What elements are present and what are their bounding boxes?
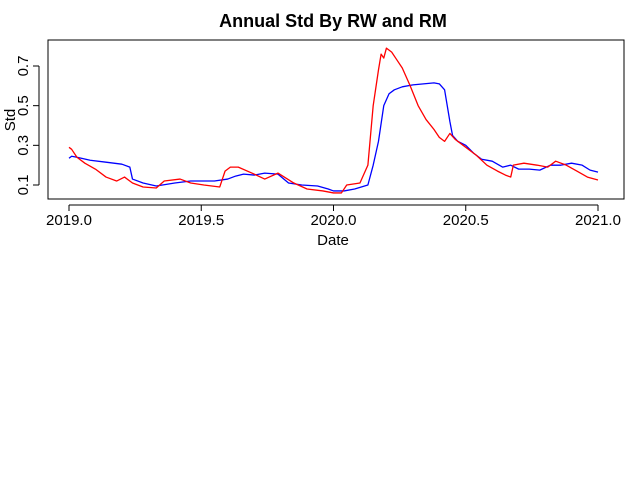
plot-area bbox=[47, 39, 625, 200]
x-tick-label: 2019.5 bbox=[178, 212, 224, 229]
chart-title: Annual Std By RW and RM bbox=[219, 11, 447, 31]
y-axis: 0.1 0.3 0.5 0.7 bbox=[15, 56, 40, 196]
y-ticks: 0.1 0.3 0.5 0.7 bbox=[15, 56, 39, 196]
x-tick-label: 2019.0 bbox=[46, 212, 92, 229]
series-line-2 bbox=[68, 47, 599, 194]
y-tick-label: 0.1 bbox=[15, 175, 32, 196]
x-axis-label: Date bbox=[317, 232, 349, 249]
x-tick-label: 2020.5 bbox=[443, 212, 489, 229]
x-tick-label: 2021.0 bbox=[575, 212, 621, 229]
series-line-1 bbox=[68, 82, 599, 192]
y-tick-label: 0.5 bbox=[15, 95, 32, 116]
y-tick-label: 0.3 bbox=[15, 135, 32, 156]
x-ticks: 2019.0 2019.5 2020.0 2020.5 2021.0 bbox=[46, 205, 621, 229]
x-tick-label: 2020.0 bbox=[311, 212, 357, 229]
y-tick-label: 0.7 bbox=[15, 56, 32, 77]
series-layer bbox=[68, 47, 599, 194]
x-axis: 2019.0 2019.5 2020.0 2020.5 2021.0 bbox=[46, 204, 621, 229]
plot-frame bbox=[47, 39, 625, 200]
y-axis-label: Std bbox=[2, 109, 19, 132]
